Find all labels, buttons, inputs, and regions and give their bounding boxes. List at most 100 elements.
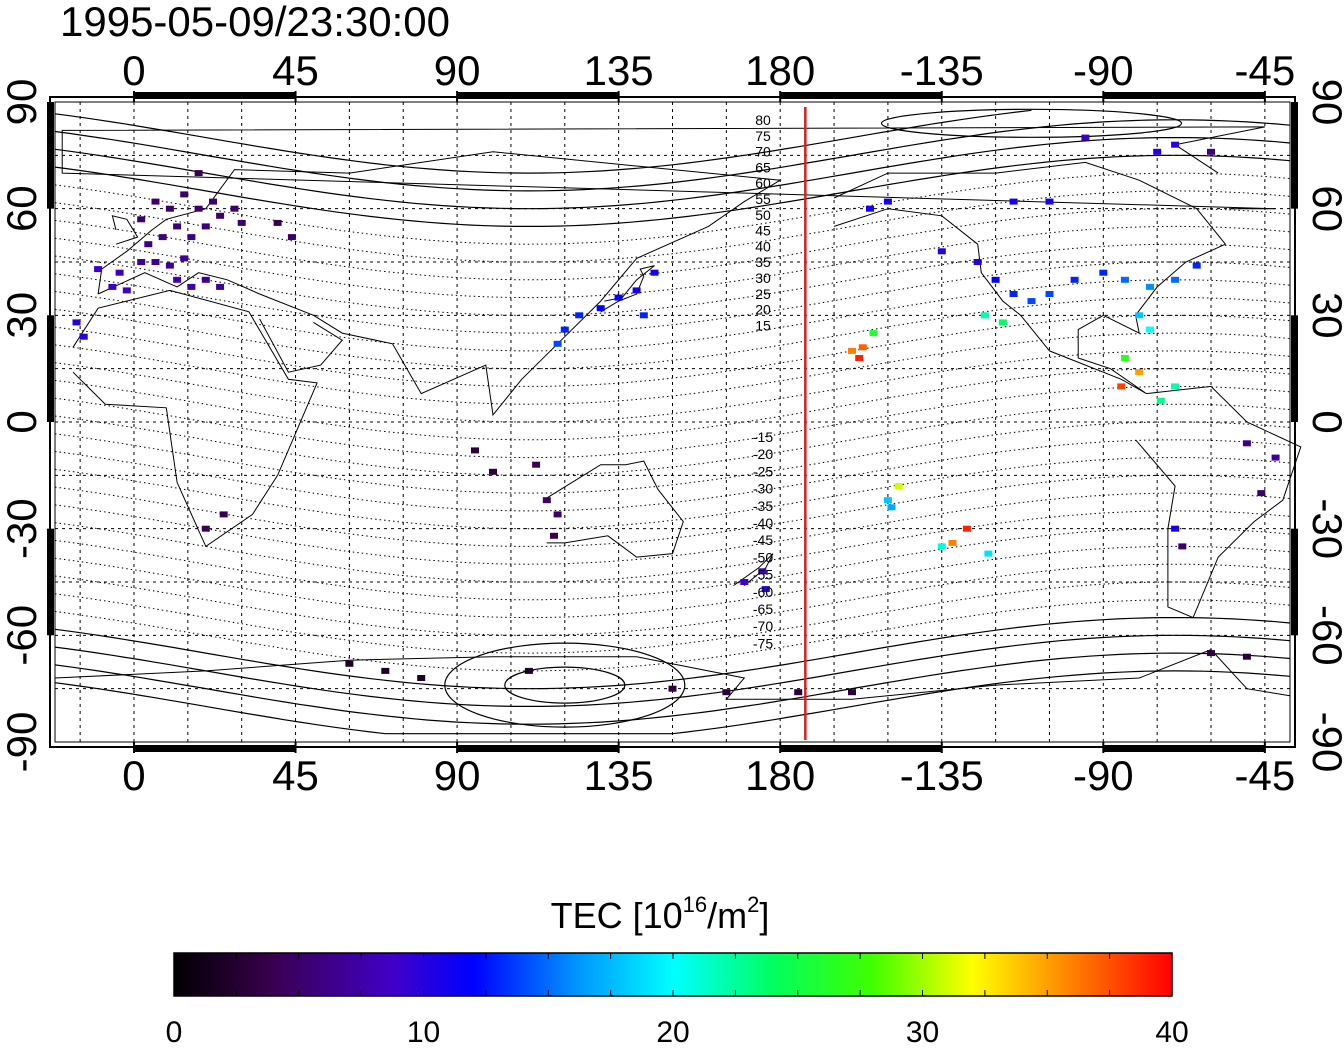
contour-label: 40 bbox=[755, 238, 771, 254]
tec-point bbox=[1146, 283, 1154, 290]
lon-tick-label: -90 bbox=[1073, 752, 1134, 799]
tec-point bbox=[866, 205, 874, 212]
colorbar-tick-label: 0 bbox=[166, 1016, 183, 1048]
tec-point bbox=[144, 241, 153, 248]
coastline bbox=[833, 161, 1227, 395]
lat-tick-label: -90 bbox=[0, 712, 45, 773]
tec-point bbox=[94, 266, 103, 273]
tec-point bbox=[1207, 148, 1215, 155]
contour-label: -75 bbox=[753, 635, 773, 651]
axis-bar bbox=[457, 92, 619, 99]
tec-point bbox=[848, 347, 856, 354]
contour-label: -60 bbox=[753, 584, 773, 600]
tec-point bbox=[417, 675, 426, 681]
lon-tick-label: 45 bbox=[272, 47, 319, 94]
axis-bar bbox=[1291, 528, 1298, 636]
coastline bbox=[111, 215, 139, 245]
tec-point bbox=[632, 287, 641, 294]
contour-label: 50 bbox=[755, 207, 771, 223]
tec-point bbox=[894, 483, 903, 489]
tec-point bbox=[998, 319, 1007, 326]
contour-label: 70 bbox=[755, 144, 771, 160]
lon-ticks-bottom: 0 45 90 135 180 -135 -90 -45 bbox=[122, 742, 1295, 799]
tec-point bbox=[1257, 490, 1266, 497]
lon-tick-label: 180 bbox=[745, 47, 815, 94]
tec-point bbox=[1146, 326, 1154, 333]
tec-point bbox=[869, 330, 878, 337]
north-pole-contour bbox=[880, 108, 1183, 138]
lon-tick-label: 135 bbox=[584, 752, 654, 799]
tec-point bbox=[1099, 269, 1108, 276]
lat-tick-label: 90 bbox=[0, 79, 45, 126]
coastline bbox=[97, 151, 782, 417]
contour-label: -70 bbox=[753, 618, 773, 634]
lat-tick-label: 0 bbox=[1304, 410, 1344, 433]
tec-point bbox=[650, 269, 659, 276]
lat-tick-label: -60 bbox=[1304, 605, 1344, 666]
lat-tick-label: 60 bbox=[1304, 185, 1344, 232]
tec-point bbox=[668, 685, 677, 692]
lat-tick-label: -30 bbox=[1304, 498, 1344, 559]
tec-point bbox=[1242, 440, 1251, 447]
lon-ticks-top: 0 45 90 135 180 -135 -90 -45 bbox=[122, 47, 1295, 102]
tec-point bbox=[722, 689, 731, 696]
contour-line bbox=[54, 563, 1291, 636]
contour-label: 75 bbox=[755, 128, 771, 144]
tec-point bbox=[887, 504, 896, 511]
contour-line bbox=[54, 314, 1291, 387]
tec-point bbox=[639, 312, 648, 319]
tec-point bbox=[165, 262, 174, 269]
tec-point bbox=[201, 223, 210, 230]
tec-point bbox=[883, 198, 892, 205]
contour-line bbox=[54, 474, 1291, 547]
contour-line bbox=[54, 332, 1291, 405]
tec-point bbox=[553, 511, 562, 518]
tec-point bbox=[1120, 276, 1129, 283]
south-pole-contour bbox=[444, 642, 686, 728]
tec-point bbox=[1009, 198, 1018, 205]
contour-label: 35 bbox=[755, 254, 771, 270]
tec-point bbox=[614, 294, 623, 301]
tec-point bbox=[858, 344, 867, 351]
tec-point bbox=[165, 205, 174, 212]
magnetic-latitude-contours bbox=[54, 108, 1291, 735]
contour-label: 60 bbox=[755, 175, 771, 191]
colorbar bbox=[173, 952, 1173, 997]
contour-line bbox=[54, 154, 1291, 227]
tec-point bbox=[1171, 383, 1180, 390]
tec-point bbox=[937, 248, 946, 255]
tec-point bbox=[1135, 369, 1144, 376]
contour-label: 20 bbox=[755, 302, 771, 318]
tec-point bbox=[1070, 276, 1079, 283]
contour-label: 25 bbox=[755, 286, 771, 302]
lon-tick-label: -45 bbox=[1235, 47, 1296, 94]
contour-line bbox=[54, 545, 1291, 619]
tec-point bbox=[216, 283, 225, 290]
contour-label: 30 bbox=[755, 270, 771, 286]
tec-point bbox=[991, 276, 1000, 283]
tec-point bbox=[115, 269, 124, 276]
colorbar-tick-label: 20 bbox=[656, 1016, 689, 1048]
timestamp-title: 1995-05-09/23:30:00 bbox=[60, 0, 450, 45]
axis-bar bbox=[47, 528, 54, 636]
tec-point bbox=[962, 525, 971, 532]
lat-tick-label: -60 bbox=[0, 605, 45, 666]
lon-tick-label: 135 bbox=[584, 47, 654, 94]
axis-bar bbox=[1103, 745, 1265, 752]
contour-label: 80 bbox=[755, 112, 771, 128]
tec-point bbox=[287, 234, 296, 241]
tec-point bbox=[173, 276, 182, 283]
contour-line bbox=[54, 368, 1291, 441]
contour-line bbox=[54, 279, 1291, 352]
lat-tick-label: 30 bbox=[0, 292, 45, 339]
tec-point bbox=[550, 532, 558, 539]
contour-label: -45 bbox=[753, 532, 773, 548]
contour-line bbox=[54, 528, 1291, 601]
tec-point bbox=[937, 543, 946, 550]
lon-tick-label: 0 bbox=[122, 752, 145, 799]
tec-point bbox=[194, 170, 203, 177]
lon-tick-label: -135 bbox=[900, 47, 984, 94]
contour-line bbox=[54, 670, 1291, 735]
contour-line bbox=[54, 581, 1291, 654]
tec-point bbox=[194, 205, 203, 212]
